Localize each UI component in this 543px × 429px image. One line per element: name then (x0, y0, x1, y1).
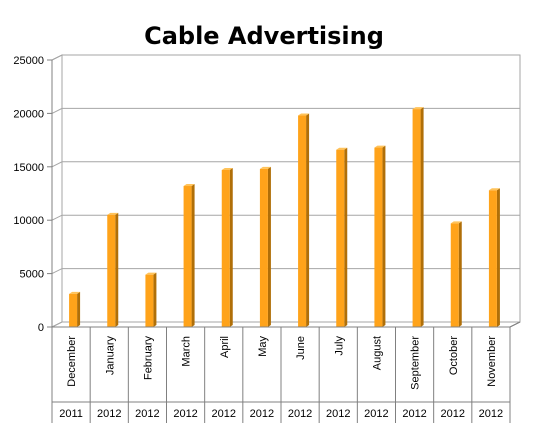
bar-front (450, 223, 459, 327)
gridline (51, 161, 520, 168)
bar-top (374, 145, 386, 148)
x-year-label: 2012 (212, 408, 236, 420)
x-axis: December 2011 January 2012 February 2012 March… (51, 321, 521, 423)
x-category-label: April (219, 336, 231, 358)
x-year-label: 2012 (288, 408, 312, 420)
y-tick-label: 10000 (13, 215, 44, 227)
bar-front (69, 293, 78, 327)
bar-front (374, 147, 383, 327)
x-year-label: 2012 (479, 408, 503, 420)
x-year-label: 2012 (402, 408, 426, 420)
x-category-label: August (371, 336, 383, 370)
x-category-label: November (486, 336, 498, 387)
bar-top (259, 166, 271, 169)
y-tick-label: 25000 (13, 55, 44, 67)
bar-front (221, 170, 230, 327)
bar-front (145, 274, 154, 327)
bar-top (298, 113, 310, 116)
x-year-label: 2012 (135, 408, 159, 420)
bar-side (229, 168, 233, 327)
bar-top (412, 107, 424, 110)
bar-side (306, 113, 310, 327)
x-category-label: June (295, 336, 307, 360)
chart-walls (51, 54, 521, 328)
side-wall (51, 54, 63, 328)
y-tick-label: 0 (38, 322, 44, 334)
x-category-label: January (104, 336, 116, 376)
x-year-label: 2011 (59, 408, 83, 420)
bar (412, 107, 424, 328)
bar-side (344, 147, 348, 327)
gridline (51, 268, 520, 275)
x-year-label: 2012 (326, 408, 350, 420)
y-tick-label: 15000 (13, 162, 44, 174)
x-category-label: October (448, 336, 460, 375)
x-category-label: May (257, 336, 269, 357)
bar (336, 147, 348, 327)
bar (374, 145, 386, 327)
x-category-label: March (181, 336, 193, 367)
y-tick-label: 20000 (13, 108, 44, 120)
chart-title: Cable Advertising (144, 22, 384, 50)
bar-side (382, 145, 386, 327)
gridline (51, 214, 520, 221)
bar (145, 272, 157, 327)
bar (259, 166, 271, 327)
x-year-label: 2012 (173, 408, 197, 420)
bar-side (191, 184, 195, 327)
bar (221, 168, 233, 327)
bar-top (221, 168, 233, 171)
x-year-label: 2012 (97, 408, 121, 420)
gridline (51, 107, 520, 114)
x-year-label: 2012 (250, 408, 274, 420)
bar-front (298, 115, 307, 327)
bar-side (115, 212, 119, 327)
chart-floor (51, 321, 521, 328)
bar-top (488, 188, 500, 191)
x-category-label: February (142, 336, 154, 381)
bar-series (69, 107, 500, 328)
bar-front (336, 149, 345, 327)
x-category-label: December (66, 336, 78, 387)
bar-side (77, 291, 81, 327)
bar (107, 212, 119, 327)
bar (488, 188, 500, 327)
bar (183, 184, 195, 327)
bar-side (458, 221, 462, 327)
bar-top (450, 221, 462, 224)
bar-top (336, 147, 348, 150)
x-category-label: September (410, 336, 422, 390)
bar-side (496, 188, 500, 327)
bar-front (412, 109, 421, 328)
bar-front (259, 168, 268, 327)
x-axis-corner (509, 321, 521, 328)
bar-side (153, 272, 157, 327)
bar-top (183, 184, 195, 187)
bar-front (488, 190, 497, 327)
bar-side (420, 107, 424, 328)
y-tick-label: 5000 (20, 269, 44, 281)
x-year-label: 2012 (364, 408, 388, 420)
bar (450, 221, 462, 327)
bar-front (183, 186, 192, 327)
bar (69, 291, 81, 327)
bar-front (107, 214, 116, 327)
bar (298, 113, 310, 327)
y-axis: 0 5000 10000 15000 20000 25000 (13, 55, 53, 334)
x-category-label: July (333, 336, 345, 356)
bar-side (267, 166, 271, 327)
bar-top (145, 272, 157, 275)
gridline (51, 54, 520, 61)
x-year-label: 2012 (441, 408, 465, 420)
bar-top (69, 291, 81, 294)
bar-top (107, 212, 119, 215)
y-gridlines (51, 54, 520, 275)
